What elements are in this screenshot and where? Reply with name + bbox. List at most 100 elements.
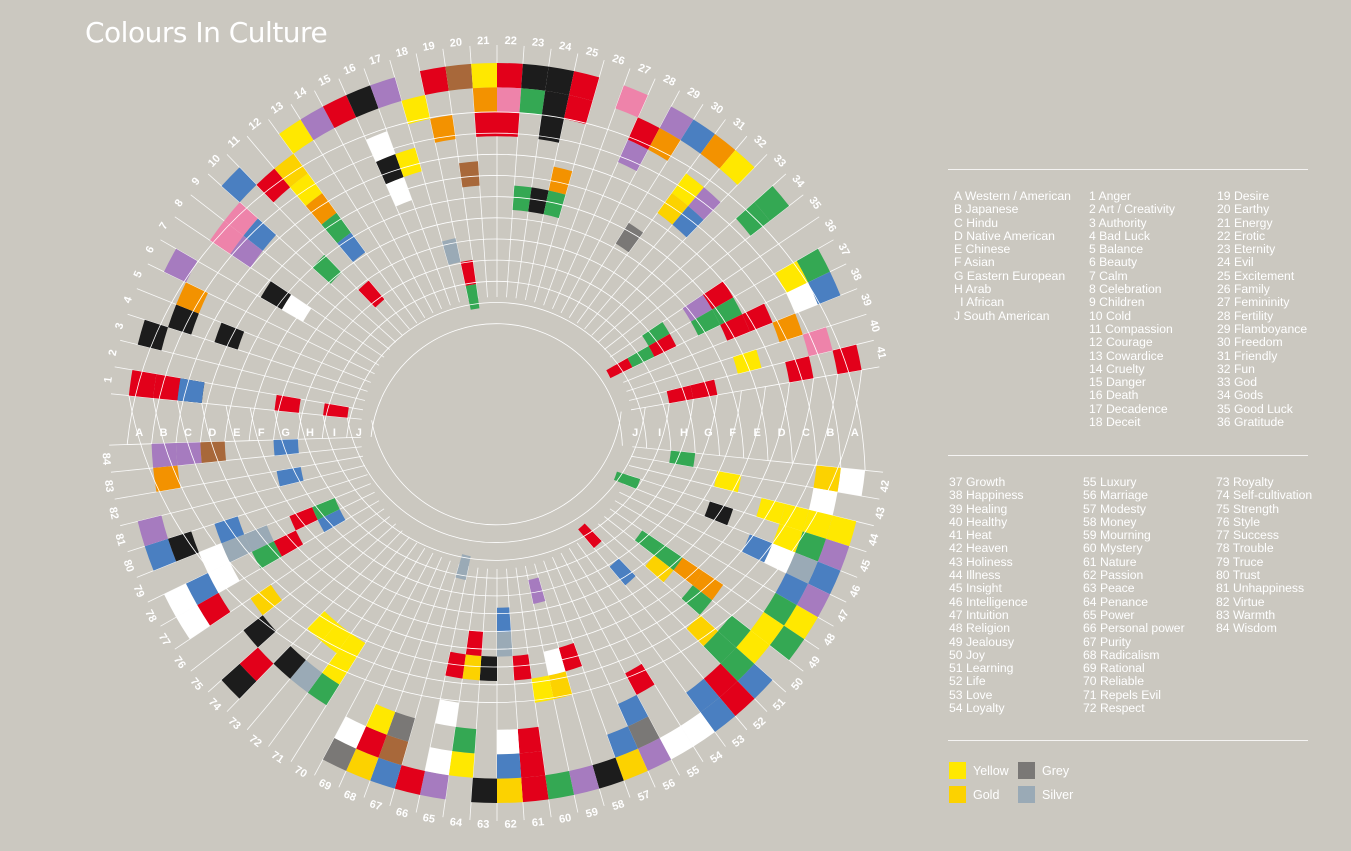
cell-4-b-black bbox=[167, 304, 199, 335]
cell-45-b-green bbox=[795, 531, 827, 562]
meaning-key-4: 4 Bad Luck bbox=[1089, 228, 1150, 243]
cell-74-b-red bbox=[239, 647, 274, 682]
cell-1-a-red bbox=[128, 369, 157, 399]
cell-10-a-blue bbox=[221, 167, 257, 203]
ring-letter-i-left: I bbox=[333, 427, 336, 439]
cell-4-d-black bbox=[214, 322, 245, 350]
meaning-number-44: 44 bbox=[867, 532, 882, 548]
meaning-key-42: 42 Heaven bbox=[949, 541, 1008, 556]
culture-key-c: C Hindu bbox=[954, 215, 999, 230]
cell-37-b-yellow bbox=[775, 260, 809, 293]
meaning-number-10: 10 bbox=[206, 153, 223, 170]
ring-letter-e-right: E bbox=[754, 427, 761, 439]
cell-44-d-yellow bbox=[756, 498, 786, 524]
meaning-key-10: 10 Cold bbox=[1089, 308, 1132, 323]
meaning-key-32: 32 Fun bbox=[1217, 361, 1255, 376]
cell-65-d-white bbox=[435, 699, 459, 727]
meaning-key-38: 38 Happiness bbox=[949, 488, 1024, 503]
cell-64-b-yellow bbox=[448, 751, 475, 778]
meaning-key-56: 56 Marriage bbox=[1083, 488, 1149, 503]
cell-23-a-black bbox=[521, 63, 549, 91]
cell-67-a-blue bbox=[370, 757, 402, 789]
meaning-key-83: 83 Warmth bbox=[1216, 607, 1276, 622]
cell-22-b-pink bbox=[497, 87, 522, 113]
cell-24-a-black bbox=[545, 66, 575, 95]
cell-9-c-blue bbox=[243, 218, 277, 251]
cell-31-a-orange bbox=[700, 133, 736, 169]
cell-49-b-yellow bbox=[750, 611, 784, 646]
meaning-number-19: 19 bbox=[422, 40, 436, 54]
cell-25-a-red bbox=[569, 71, 600, 101]
cell-48-a-yellow bbox=[783, 605, 818, 640]
meaning-number-55: 55 bbox=[685, 764, 702, 781]
cell-57-b-blue bbox=[607, 726, 638, 758]
legend-label-grey: Grey bbox=[1042, 763, 1070, 778]
cell-37-a-green bbox=[796, 248, 830, 283]
meaning-number-73: 73 bbox=[226, 715, 243, 732]
legend-swatch-yellow bbox=[949, 762, 966, 779]
gap-ring-line-5-0 bbox=[248, 217, 745, 459]
meaning-key-9: 9 Children bbox=[1089, 295, 1145, 310]
meaning-key-62: 62 Passion bbox=[1083, 568, 1144, 583]
cell-32-a-yellow bbox=[719, 149, 755, 185]
meaning-number-57: 57 bbox=[636, 788, 652, 804]
meaning-key-20: 20 Earthy bbox=[1217, 202, 1270, 217]
meaning-key-39: 39 Healing bbox=[949, 501, 1008, 516]
gap-ring-line-9-0 bbox=[346, 302, 648, 449]
cell-25-b-red bbox=[563, 94, 593, 125]
ring-letter-a-left: A bbox=[135, 427, 143, 439]
legend-item-grey: Grey bbox=[1018, 762, 1069, 779]
meaning-number-29: 29 bbox=[685, 85, 702, 102]
meaning-key-78: 78 Trouble bbox=[1216, 541, 1274, 556]
ring-letter-h-left: H bbox=[306, 427, 314, 439]
meaning-number-8: 8 bbox=[173, 197, 186, 209]
cell-20-a-brown bbox=[445, 63, 473, 91]
cell-37-f-green bbox=[690, 309, 721, 336]
cell-74-a-black bbox=[221, 663, 257, 699]
meaning-number-45: 45 bbox=[858, 558, 873, 574]
cell-1-c-blue bbox=[177, 378, 205, 404]
ring-letter-g-right: G bbox=[704, 427, 713, 439]
culture-key-b: B Japanese bbox=[954, 202, 1019, 217]
meaning-key-84: 84 Wisdom bbox=[1216, 621, 1277, 636]
gap-ring-line-5-1 bbox=[249, 390, 742, 615]
cell-30-a-blue bbox=[680, 119, 715, 154]
cell-28-b-red bbox=[627, 117, 660, 150]
cell-51-b-green bbox=[720, 647, 755, 682]
cell-79-h-green bbox=[312, 498, 340, 520]
cell-68-c-yellow bbox=[366, 704, 396, 735]
meaning-number-22: 22 bbox=[504, 35, 517, 47]
meaning-number-79: 79 bbox=[131, 583, 147, 599]
cell-47-b-blue bbox=[775, 573, 809, 606]
spoke-64 bbox=[469, 568, 488, 821]
cell-46-b-silver bbox=[786, 552, 818, 584]
meaning-key-41: 41 Heat bbox=[949, 528, 992, 543]
meaning-number-13: 13 bbox=[269, 100, 286, 117]
cell-79-e-silver bbox=[244, 525, 274, 552]
meaning-key-25: 25 Excitement bbox=[1217, 268, 1295, 283]
meaning-key-66: 66 Personal power bbox=[1083, 621, 1185, 636]
culture-key-f: F Asian bbox=[954, 255, 995, 270]
gap-ring-line-7-1 bbox=[298, 399, 694, 579]
ring-letter-f-left: F bbox=[258, 427, 265, 439]
meaning-number-16: 16 bbox=[342, 62, 358, 78]
cell-62-h-blue bbox=[497, 607, 511, 633]
cell-76-d-gold bbox=[250, 584, 282, 616]
meaning-number-63: 63 bbox=[477, 818, 490, 830]
cell-5-b-orange bbox=[176, 282, 208, 314]
gap-ring-line-3-1 bbox=[201, 382, 790, 650]
meaning-key-64: 64 Penance bbox=[1083, 594, 1149, 609]
meaning-number-9: 9 bbox=[190, 175, 203, 187]
cell-21-c-red bbox=[474, 111, 497, 137]
cell-71-d-yellow bbox=[322, 653, 353, 685]
cell-64-f-gold bbox=[462, 654, 482, 681]
meaning-key-51: 51 Learning bbox=[949, 661, 1014, 676]
meaning-number-83: 83 bbox=[102, 479, 116, 493]
meaning-key-65: 65 Power bbox=[1083, 607, 1135, 622]
meaning-number-23: 23 bbox=[531, 36, 544, 49]
legend-item-yellow: Yellow bbox=[949, 762, 1009, 779]
cell-43-b-white bbox=[808, 487, 838, 516]
cell-79-c-white bbox=[198, 543, 230, 574]
gap-ring-line-2-0 bbox=[175, 153, 817, 466]
cell-75-c-black bbox=[243, 615, 277, 648]
